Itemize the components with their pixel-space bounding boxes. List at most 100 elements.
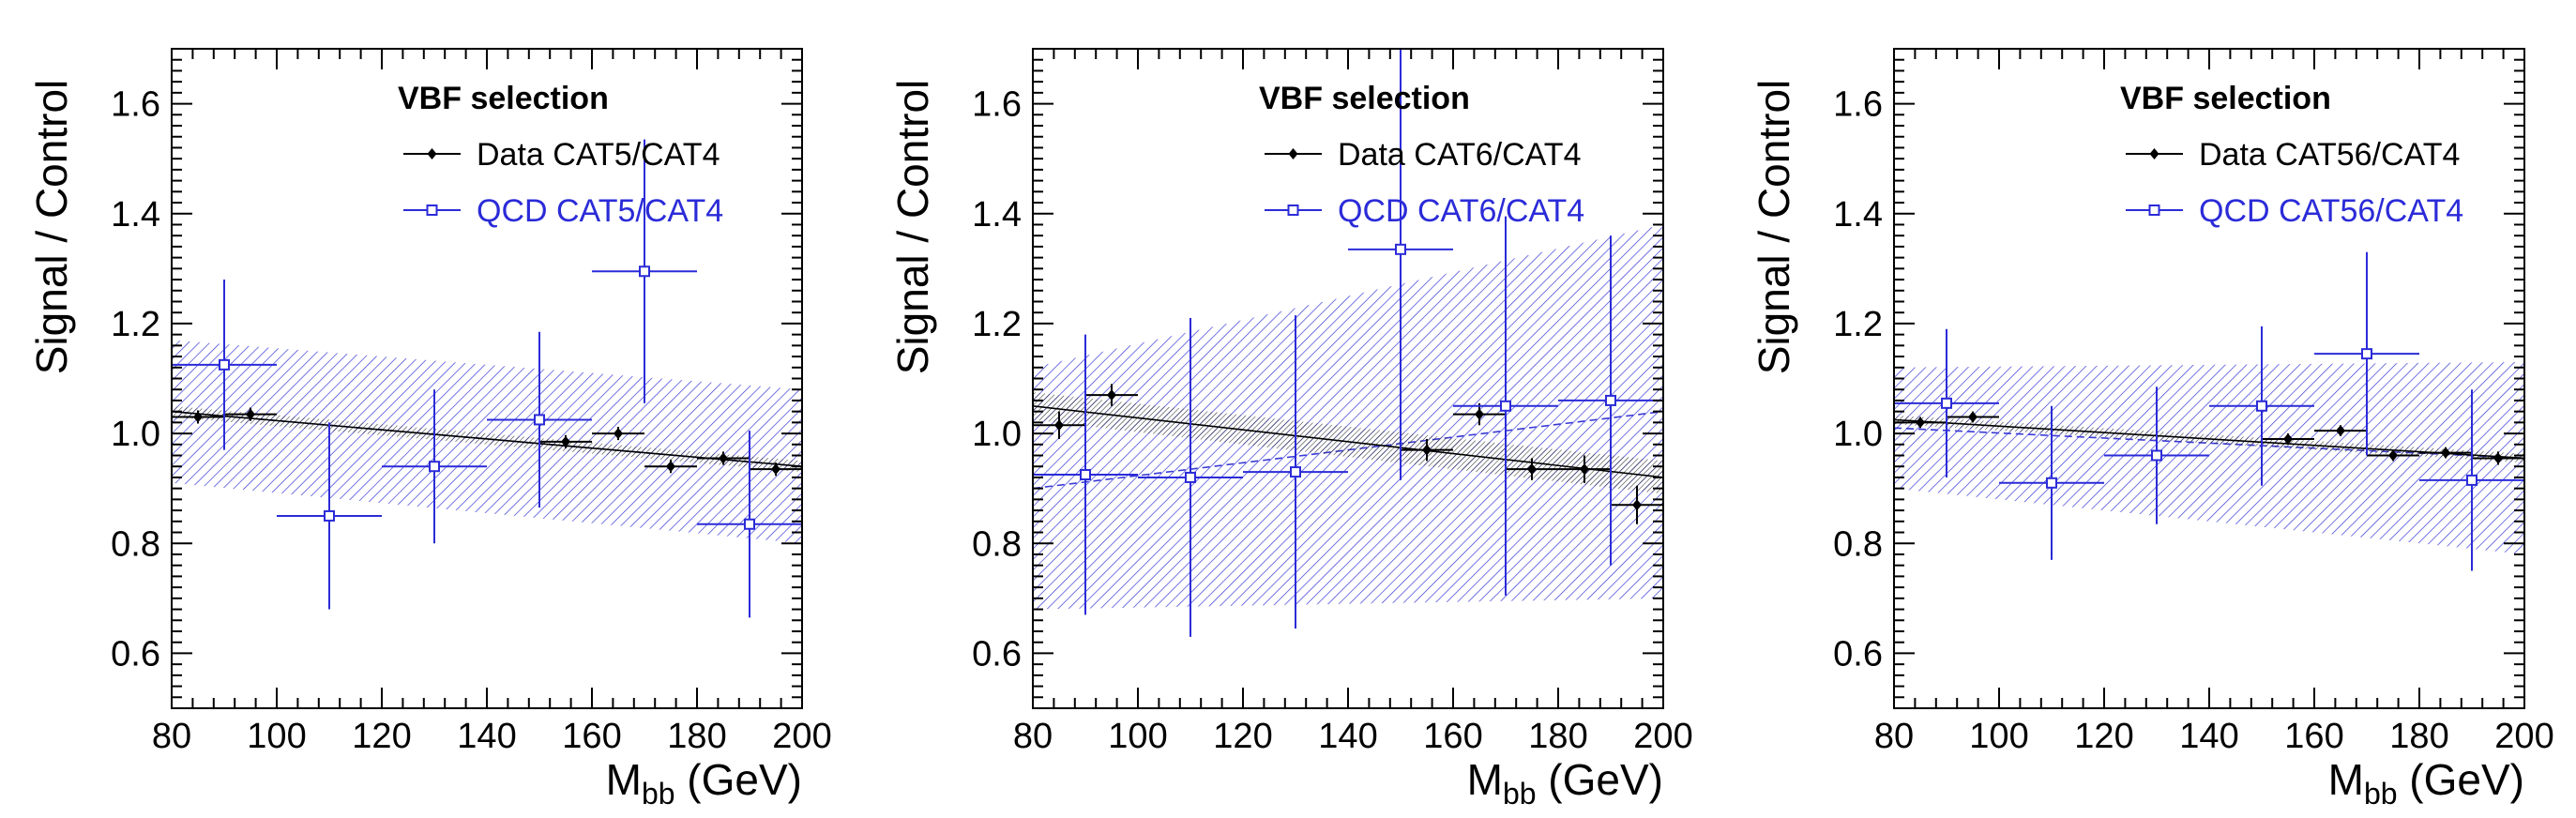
data-point [666,461,675,473]
y-tick-label: 1.0 [1833,415,1883,454]
x-tick-label: 140 [2179,717,2238,756]
qcd-point [2466,474,2478,486]
x-tick-label: 180 [2389,717,2448,756]
qcd-point [219,358,230,371]
y-tick-label: 0.8 [1833,524,1883,564]
y-tick-label: 1.2 [972,305,1022,344]
x-axis-title: Mbb (GeV) [606,755,802,810]
legend-title: VBF selection [1259,81,1470,116]
legend: VBF selection Data CAT5/CAT4 QCD CAT5/CAT4 [398,81,723,229]
legend-entry: QCD CAT56/CAT4 [2199,193,2463,229]
data-point [1422,444,1432,456]
x-tick-label: 160 [1423,717,1482,756]
legend-marker-data [427,148,437,159]
x-tick-label: 200 [2494,717,2553,756]
x-axis-title: Mbb (GeV) [2328,755,2524,810]
legend-marker-qcd [426,204,438,216]
x-tick-label: 80 [1874,717,1914,756]
legend-marker-qcd [2148,204,2160,216]
y-axis-title: Signal / Control [1750,80,1798,375]
y-tick-label: 0.6 [1833,634,1883,674]
data-point [1632,499,1642,511]
y-tick-label: 1.4 [111,195,160,235]
legend-title: VBF selection [398,81,609,116]
plot-area [172,139,802,618]
legend: VBF selection Data CAT6/CAT4 QCD CAT6/CAT4 [1259,81,1584,229]
x-tick-label: 80 [1013,717,1053,756]
legend-marker-qcd [1287,204,1299,216]
legend-title: VBF selection [2120,81,2331,116]
legend-entry: Data CAT56/CAT4 [2199,137,2460,173]
x-tick-label: 120 [2074,717,2133,756]
x-tick-label: 80 [152,717,191,756]
data-point [2388,449,2398,462]
qcd-point [429,461,440,473]
legend-entry: Data CAT5/CAT4 [477,137,720,173]
data-point [1580,463,1589,476]
y-tick-label: 1.0 [972,415,1022,454]
y-tick-label: 1.4 [972,195,1022,235]
chart-panel-1: 80 100 120 140 160 180 200 0.6 0.8 1.0 1.2 1.4 1.6 Mb… [27,48,832,810]
x-tick-label: 180 [667,717,726,756]
y-tick-label: 0.6 [972,634,1022,674]
x-tick-label: 200 [772,717,831,756]
y-tick-label: 1.2 [1833,305,1883,344]
data-point [246,408,255,420]
x-tick-label: 140 [1318,717,1377,756]
plot-area [1033,49,1663,637]
qcd-point [534,414,545,426]
fit-line-data [1033,404,1663,478]
qcd-point [1605,394,1616,406]
data-point [1916,417,1925,429]
legend-marker-data [1288,148,1298,159]
data-point [193,411,203,423]
y-tick-label: 1.6 [1833,85,1883,125]
x-tick-label: 160 [562,717,621,756]
qcd-point [2151,449,2162,462]
plot-area [1894,251,2524,571]
legend-entry: Data CAT6/CAT4 [1338,137,1581,173]
x-tick-label: 120 [352,717,411,756]
data-point [2441,447,2450,459]
y-axis-title: Signal / Control [888,80,937,375]
chart-panel-3: 80 100 120 140 160 180 200 0.6 0.8 1.0 1.2 1.4 1.6 Mb… [1750,48,2554,810]
qcd-point [1941,397,1952,409]
qcd-point [744,518,755,530]
qcd-point [1500,400,1511,412]
data-point [1527,463,1537,476]
y-tick-label: 1.2 [111,305,160,344]
data-point [2336,425,2345,437]
qcd-point [2046,477,2057,489]
data-point [719,452,728,464]
y-tick-label: 0.8 [111,524,160,564]
data-point [1968,411,1977,423]
x-tick-label: 120 [1213,717,1272,756]
qcd-point [2256,400,2267,412]
qcd-point [1185,471,1196,483]
fit-band-qcd [1894,361,2524,554]
data-point [561,435,570,447]
y-tick-label: 1.4 [1833,195,1883,235]
x-tick-label: 100 [1108,717,1167,756]
qcd-point [1395,243,1406,255]
legend: VBF selection Data CAT56/CAT4 QCD CAT56/CA… [2120,81,2463,229]
data-point [2493,452,2503,464]
legend-entry: QCD CAT5/CAT4 [477,193,723,229]
y-tick-label: 1.0 [111,415,160,454]
x-tick-label: 100 [247,717,306,756]
data-point [1475,408,1484,420]
data-point [1107,389,1116,401]
data-point [2283,432,2293,445]
data-point [1054,419,1064,432]
qcd-point [1290,466,1301,478]
legend-marker-data [2149,148,2159,159]
y-tick-label: 1.6 [972,85,1022,125]
x-tick-label: 200 [1633,717,1692,756]
qcd-point [2361,348,2372,360]
x-tick-label: 180 [1528,717,1587,756]
y-tick-label: 0.8 [972,524,1022,564]
x-axis-title: Mbb (GeV) [1467,755,1663,810]
qcd-point [1080,469,1091,481]
x-tick-label: 100 [1969,717,2028,756]
